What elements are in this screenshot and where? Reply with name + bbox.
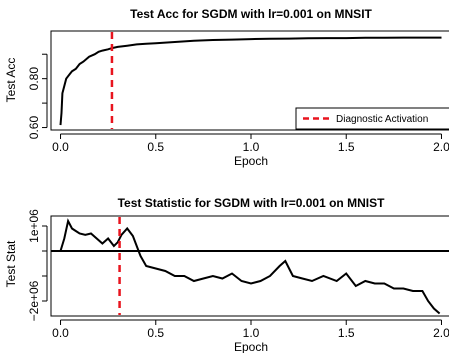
y-tick-label: 0.60 (27, 116, 41, 140)
top-y-axis: 0.60 0.80 (27, 53, 48, 140)
bottom-x-axis: 0.0 0.5 1.0 1.5 2.0 (52, 319, 449, 340)
y-tick-label: 1e+06 (27, 209, 41, 243)
x-tick-label: 0.5 (147, 140, 164, 154)
y-tick-label: −2e+06 (27, 280, 41, 321)
bottom-y-label: Test Stat (4, 240, 18, 287)
x-tick-label: 1.0 (243, 326, 260, 340)
top-series-line (59, 36, 442, 126)
x-tick-label: 2.0 (433, 326, 449, 340)
top-x-label: Epoch (234, 154, 268, 168)
top-legend-box (295, 107, 449, 130)
x-tick-label: 1.0 (243, 140, 260, 154)
bottom-y-axis: −2e+06 1e+06 (27, 209, 48, 321)
x-tick-label: 0.0 (52, 326, 69, 340)
chart-top: Test Acc for SGDM with lr=0.001 on MNSIT… (4, 7, 449, 168)
x-tick-label: 0.0 (52, 140, 69, 154)
bottom-x-label: Epoch (234, 340, 268, 353)
x-tick-label: 1.5 (338, 326, 355, 340)
chart-bottom: Test Statistic for SGDM with lr=0.001 on… (4, 196, 449, 353)
bottom-series-line (59, 218, 441, 315)
y-tick-label: 0.80 (27, 67, 41, 91)
x-tick-label: 2.0 (433, 140, 449, 154)
bottom-plot-frame (50, 215, 449, 317)
top-y-label: Test Acc (4, 58, 18, 103)
top-plot-frame (50, 30, 449, 131)
top-title: Test Acc for SGDM with lr=0.001 on MNSIT (130, 7, 372, 21)
bottom-title: Test Statistic for SGDM with lr=0.001 on… (118, 196, 385, 210)
top-legend: Diagnostic Activation (295, 107, 449, 130)
x-tick-label: 0.5 (147, 326, 164, 340)
x-tick-label: 1.5 (338, 140, 355, 154)
top-x-axis: 0.0 0.5 1.0 1.5 2.0 (52, 133, 449, 154)
top-legend-label: Diagnostic Activation (336, 114, 428, 125)
